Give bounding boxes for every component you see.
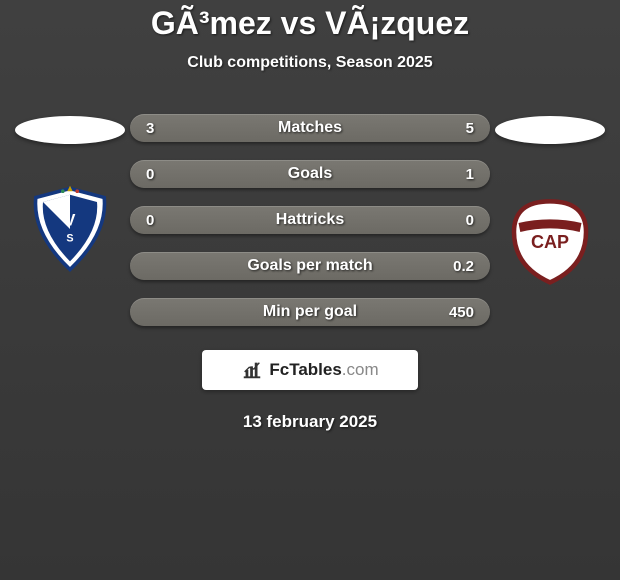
stat-row-goals-per-match: Goals per match 0.2 xyxy=(130,252,490,280)
left-player-placeholder xyxy=(15,116,125,144)
main-row: V S 3 Matches 5 0 Goals 1 0 xyxy=(0,114,620,326)
stat-left-value: 3 xyxy=(146,120,154,137)
page-subtitle: Club competitions, Season 2025 xyxy=(0,54,620,72)
stat-right-value: 0.2 xyxy=(453,258,474,275)
brand-main: Tables xyxy=(289,360,342,379)
chart-icon xyxy=(241,359,263,381)
brand-logo-box: FcTables.com xyxy=(202,350,418,390)
brand-prefix: Fc xyxy=(269,360,289,379)
right-player-placeholder xyxy=(495,116,605,144)
crest-letters: CAP xyxy=(531,232,569,252)
stats-column: 3 Matches 5 0 Goals 1 0 Hattricks 0 Goal… xyxy=(130,114,490,326)
stat-row-goals: 0 Goals 1 xyxy=(130,160,490,188)
right-team-crest: CAP xyxy=(505,196,595,286)
stat-label: Hattricks xyxy=(130,211,490,229)
stat-right-value: 0 xyxy=(466,212,474,229)
stat-label: Min per goal xyxy=(130,303,490,321)
shield-icon: CAP xyxy=(505,193,595,289)
left-side-col: V S xyxy=(10,114,130,274)
svg-text:S: S xyxy=(66,233,73,245)
right-side-col: CAP xyxy=(490,114,610,286)
stat-label: Goals per match xyxy=(130,257,490,275)
svg-text:V: V xyxy=(65,211,76,229)
stat-label: Goals xyxy=(130,165,490,183)
stat-row-hattricks: 0 Hattricks 0 xyxy=(130,206,490,234)
stat-label: Matches xyxy=(130,119,490,137)
stat-row-matches: 3 Matches 5 xyxy=(130,114,490,142)
brand-suffix: .com xyxy=(342,360,379,379)
brand-text: FcTables.com xyxy=(269,360,378,380)
stat-row-min-per-goal: Min per goal 450 xyxy=(130,298,490,326)
stat-left-value: 0 xyxy=(146,212,154,229)
stat-right-value: 1 xyxy=(466,166,474,183)
date-text: 13 february 2025 xyxy=(0,412,620,432)
shield-icon: V S xyxy=(25,184,115,274)
stat-left-value: 0 xyxy=(146,166,154,183)
stat-right-value: 450 xyxy=(449,304,474,321)
left-team-crest: V S xyxy=(25,184,115,274)
stat-right-value: 5 xyxy=(466,120,474,137)
page-title: GÃ³mez vs VÃ¡zquez xyxy=(0,5,620,42)
